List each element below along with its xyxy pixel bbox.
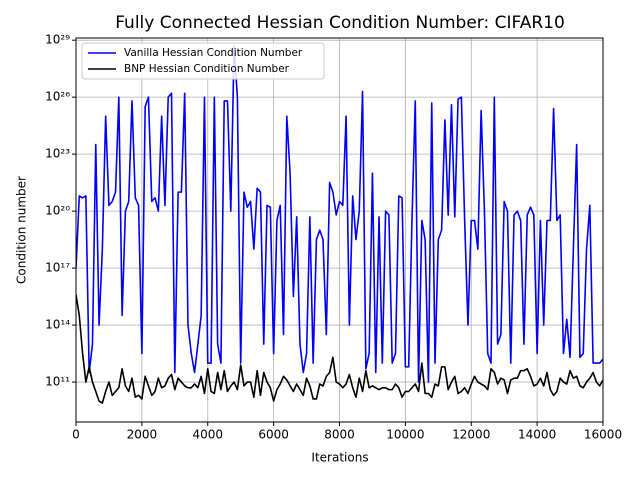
plot-frame	[75, 37, 604, 423]
x-tick-label: 12000	[452, 428, 490, 442]
x-tick-label: 6000	[258, 428, 289, 442]
y-tick-label: 10²³	[45, 147, 70, 161]
x-axis-label: Iterations	[311, 451, 368, 465]
x-tick-label: 16000	[584, 428, 622, 442]
legend-label: Vanilla Hessian Condition Number	[124, 47, 303, 59]
y-tick-label: 10¹⁷	[45, 261, 70, 275]
chart-title: Fully Connected Hessian Condition Number…	[115, 13, 565, 33]
y-axis-label: Condition number	[15, 176, 29, 284]
legend-label: BNP Hessian Condition Number	[124, 63, 290, 75]
y-tick-label: 10²⁰	[45, 204, 70, 218]
legend-box	[81, 42, 325, 80]
x-tick-label: 8000	[324, 428, 355, 442]
y-tick-label: 10²⁶	[45, 90, 70, 104]
y-tick-label: 10¹¹	[45, 375, 70, 389]
y-tick-label: 10²⁹	[45, 33, 70, 47]
x-tick-label: 2000	[127, 428, 158, 442]
x-tick-label: 4000	[192, 428, 223, 442]
series-line	[76, 294, 603, 404]
y-tick-label: 10¹⁴	[45, 318, 70, 332]
x-tick-label: 10000	[386, 428, 424, 442]
series-line	[76, 45, 603, 383]
x-tick-label: 0	[72, 428, 80, 442]
x-tick-label: 14000	[518, 428, 556, 442]
